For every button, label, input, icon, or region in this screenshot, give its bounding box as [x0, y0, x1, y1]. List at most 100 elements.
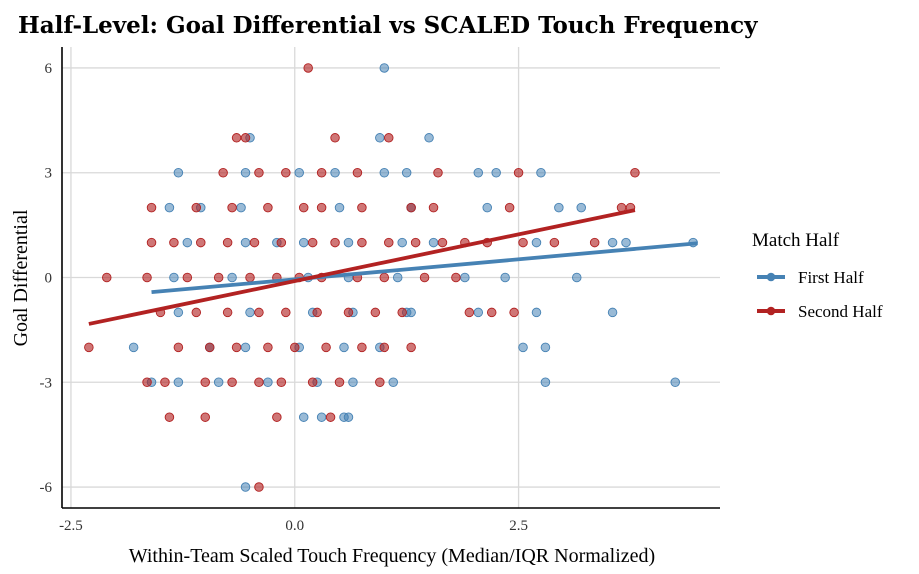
- first-half-point: [482, 202, 492, 213]
- first-half-point: [554, 202, 564, 213]
- first-half-point: [298, 412, 309, 422]
- second-half-point: [464, 307, 475, 318]
- second-half-point: [384, 133, 394, 143]
- second-half-point: [254, 167, 264, 178]
- y-tick-label: -3: [40, 375, 53, 391]
- second-half-point: [218, 167, 228, 178]
- second-half-trend-line: [88, 208, 636, 326]
- second-half-point: [298, 202, 309, 213]
- second-half-point: [142, 377, 152, 388]
- second-half-point: [222, 307, 233, 318]
- second-half-point: [321, 342, 331, 353]
- second-half-point: [213, 272, 224, 283]
- second-half-point: [249, 237, 260, 248]
- second-half-point: [281, 307, 291, 318]
- first-half-point: [607, 307, 618, 318]
- second-half-point: [191, 202, 202, 213]
- second-half-point: [518, 237, 528, 248]
- first-half-point: [621, 237, 631, 248]
- second-half-point: [384, 237, 394, 248]
- second-half-point: [227, 202, 237, 213]
- second-half-point: [312, 307, 322, 318]
- second-half-point: [303, 63, 313, 73]
- grid-layer: [62, 47, 720, 508]
- first-half-point: [607, 237, 618, 248]
- first-half-point: [388, 377, 398, 388]
- second-half-point: [254, 307, 264, 318]
- first-half-point: [540, 342, 551, 353]
- second-half-point: [307, 237, 318, 248]
- second-half-point: [102, 272, 112, 283]
- first-half-point: [236, 202, 246, 213]
- second-half-point: [486, 307, 497, 318]
- first-half-point: [572, 272, 582, 283]
- second-half-point: [146, 202, 157, 213]
- second-half-point: [330, 133, 340, 143]
- first-half-point: [173, 377, 184, 388]
- second-half-point: [406, 342, 416, 353]
- first-half-point: [379, 167, 390, 178]
- legend-title: Match Half: [752, 230, 840, 251]
- second-half-point: [182, 272, 193, 283]
- legend-label-first-half: First Half: [798, 268, 864, 287]
- second-half-point: [428, 202, 439, 213]
- second-half-point: [191, 307, 202, 318]
- second-half-point: [379, 342, 390, 353]
- second-half-point: [352, 167, 363, 178]
- y-tick-label: -6: [40, 480, 53, 496]
- second-half-point: [231, 133, 242, 143]
- second-half-point: [437, 237, 448, 248]
- first-half-point: [348, 377, 358, 388]
- x-tick-label: 2.5: [509, 518, 528, 534]
- first-half-point: [164, 202, 175, 213]
- first-half-point: [401, 167, 412, 178]
- second-half-point: [272, 412, 282, 422]
- second-half-point: [504, 202, 515, 213]
- second-half-point: [160, 377, 170, 388]
- second-half-point: [370, 307, 381, 318]
- points-layer: [84, 63, 698, 492]
- second-half-point: [84, 342, 94, 353]
- second-half-point: [307, 377, 318, 388]
- first-half-point: [182, 237, 193, 248]
- second-half-point: [276, 377, 287, 388]
- first-half-point: [343, 412, 354, 422]
- first-half-point: [343, 237, 354, 248]
- second-half-point: [222, 237, 233, 248]
- first-half-point: [240, 167, 251, 178]
- second-half-point: [146, 237, 157, 248]
- first-half-point: [128, 342, 139, 353]
- first-half-point: [173, 307, 184, 318]
- second-half-point: [254, 482, 264, 492]
- x-tick-label: -2.5: [59, 518, 83, 534]
- second-half-point: [276, 237, 287, 248]
- first-half-point: [576, 202, 586, 213]
- second-half-point: [204, 342, 215, 353]
- second-half-point: [419, 272, 430, 283]
- first-half-point: [334, 202, 345, 213]
- second-half-point: [316, 167, 327, 178]
- first-half-point: [339, 342, 349, 353]
- first-half-point: [428, 237, 439, 248]
- legend-label-second-half: Second Half: [798, 302, 883, 321]
- first-half-point: [473, 307, 484, 318]
- y-tick-label: 6: [45, 61, 53, 77]
- second-half-point: [316, 202, 327, 213]
- first-half-point: [473, 167, 484, 178]
- y-tick-label: 0: [45, 271, 53, 287]
- first-half-point: [294, 167, 304, 178]
- first-half-trend-line: [151, 241, 698, 295]
- second-half-point: [169, 237, 179, 248]
- second-half-point: [334, 377, 345, 388]
- first-half-point: [491, 167, 501, 178]
- first-half-point: [263, 377, 273, 388]
- first-half-point: [540, 377, 551, 388]
- second-half-point: [231, 342, 242, 353]
- x-axis-title: Within-Team Scaled Touch Frequency (Medi…: [129, 545, 655, 567]
- first-half-point: [227, 272, 237, 283]
- first-half-point: [316, 412, 327, 422]
- second-half-point: [196, 237, 206, 248]
- first-half-point: [531, 307, 542, 318]
- second-half-point: [245, 272, 255, 283]
- first-half-point: [670, 377, 680, 388]
